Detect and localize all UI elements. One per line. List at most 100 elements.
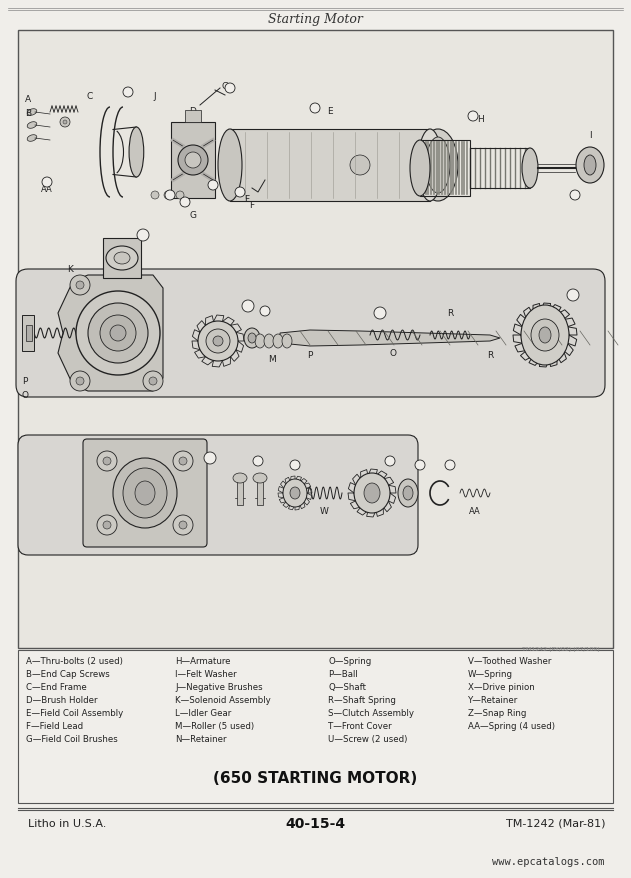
Ellipse shape [113, 458, 177, 529]
Text: J: J [154, 91, 156, 100]
Ellipse shape [63, 121, 67, 125]
Text: F: F [238, 190, 242, 196]
Text: O: O [21, 391, 28, 400]
Ellipse shape [282, 335, 292, 349]
Text: TM-1242 (Mar-81): TM-1242 (Mar-81) [505, 818, 605, 828]
Ellipse shape [97, 451, 117, 471]
Polygon shape [58, 276, 163, 392]
Ellipse shape [290, 460, 300, 471]
Text: B—End Cap Screws: B—End Cap Screws [26, 669, 110, 678]
Text: P: P [22, 377, 28, 386]
Bar [257, 481, 263, 506]
Text: A—Thru-bolts (2 used): A—Thru-bolts (2 used) [26, 656, 123, 666]
Text: U—Screw (2 used): U—Screw (2 used) [328, 734, 408, 743]
Text: F: F [249, 200, 254, 209]
Text: K—Solenoid Assembly: K—Solenoid Assembly [175, 695, 271, 704]
Text: AA: AA [41, 184, 53, 193]
Ellipse shape [165, 191, 175, 201]
Ellipse shape [354, 473, 390, 514]
Ellipse shape [418, 130, 458, 202]
Ellipse shape [248, 334, 256, 343]
Ellipse shape [129, 128, 144, 178]
Ellipse shape [374, 307, 386, 320]
Ellipse shape [403, 486, 413, 500]
Ellipse shape [522, 149, 538, 189]
Text: E—Field Coil Assembly: E—Field Coil Assembly [26, 709, 123, 717]
Ellipse shape [114, 253, 130, 264]
Text: D: D [189, 106, 196, 115]
Text: G: G [189, 212, 196, 220]
Text: U: U [256, 458, 261, 464]
Text: Y: Y [418, 463, 422, 469]
FancyBboxPatch shape [16, 270, 605, 398]
Ellipse shape [233, 473, 247, 484]
Text: I: I [589, 132, 591, 140]
Bar [470, 149, 530, 189]
Ellipse shape [103, 522, 111, 529]
Text: Starting Motor: Starting Motor [268, 12, 362, 25]
Ellipse shape [164, 191, 172, 200]
Text: W: W [319, 507, 329, 516]
Ellipse shape [88, 304, 148, 363]
Ellipse shape [110, 326, 126, 342]
Ellipse shape [70, 371, 90, 392]
Ellipse shape [576, 148, 604, 184]
Text: O: O [389, 349, 396, 358]
Text: O—Spring: O—Spring [328, 656, 371, 666]
Text: X—Drive pinion: X—Drive pinion [468, 682, 534, 691]
Ellipse shape [244, 328, 260, 349]
Ellipse shape [100, 315, 136, 351]
Ellipse shape [584, 155, 596, 176]
Text: www.epcatalogs.com: www.epcatalogs.com [493, 856, 605, 866]
Ellipse shape [570, 191, 580, 201]
Ellipse shape [264, 335, 274, 349]
Text: G: G [221, 82, 228, 90]
Text: A: A [25, 95, 31, 104]
Ellipse shape [179, 522, 187, 529]
Text: C—End Frame: C—End Frame [26, 682, 86, 691]
Ellipse shape [350, 155, 370, 176]
Ellipse shape [531, 320, 559, 351]
Ellipse shape [235, 188, 245, 198]
Ellipse shape [398, 479, 418, 507]
Bar [18, 651, 613, 803]
Bar [18, 31, 613, 648]
Text: G—Field Coil Brushes: G—Field Coil Brushes [26, 734, 118, 743]
Text: H: H [470, 114, 476, 120]
Ellipse shape [242, 300, 254, 313]
Ellipse shape [567, 290, 579, 302]
Text: N—Retainer: N—Retainer [175, 734, 227, 743]
Polygon shape [280, 331, 500, 347]
Ellipse shape [178, 146, 208, 176]
Text: R: R [487, 351, 493, 360]
Text: S—Clutch Assembly: S—Clutch Assembly [328, 709, 414, 717]
Text: P: P [307, 351, 313, 360]
Text: X: X [387, 458, 392, 464]
Ellipse shape [123, 469, 167, 518]
Text: M—Roller (5 used): M—Roller (5 used) [175, 721, 254, 730]
Text: D—Brush Holder: D—Brush Holder [26, 695, 98, 704]
Bar [26, 326, 32, 342]
Text: I—Felt Washer: I—Felt Washer [175, 669, 237, 678]
Ellipse shape [106, 247, 138, 270]
Text: P—Ball: P—Ball [328, 669, 358, 678]
Text: B: B [25, 108, 31, 118]
Ellipse shape [290, 487, 300, 500]
Ellipse shape [310, 104, 320, 114]
Text: TM1242 (PY/02) (07/109): TM1242 (PY/02) (07/109) [522, 646, 600, 651]
FancyBboxPatch shape [83, 440, 207, 547]
Ellipse shape [76, 378, 84, 385]
Ellipse shape [385, 457, 395, 466]
Ellipse shape [135, 481, 155, 506]
Ellipse shape [123, 88, 133, 97]
Text: Z—Snap Ring: Z—Snap Ring [468, 709, 526, 717]
Ellipse shape [521, 306, 569, 365]
Ellipse shape [260, 306, 270, 317]
Ellipse shape [137, 230, 149, 241]
Ellipse shape [70, 276, 90, 296]
Bar [420, 140, 470, 197]
Text: F: F [244, 194, 250, 204]
Ellipse shape [426, 138, 450, 194]
Bar [103, 239, 141, 278]
Text: E: E [327, 106, 333, 115]
